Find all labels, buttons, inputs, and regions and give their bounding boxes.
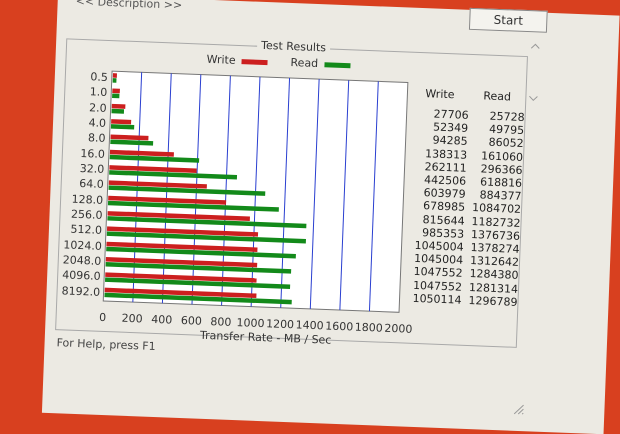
read-value: 1296789 <box>468 293 518 309</box>
read-bar <box>107 216 307 229</box>
write-bar <box>106 226 259 237</box>
read-bar <box>106 246 296 259</box>
read-bar <box>110 139 154 146</box>
write-bar <box>111 103 126 109</box>
group-title: Test Results <box>256 38 331 55</box>
description-link[interactable]: << Description >> <box>75 0 183 12</box>
write-value: 138313 <box>424 146 468 162</box>
read-value: 161060 <box>480 148 524 164</box>
read-value: 618816 <box>479 175 523 190</box>
gridline <box>368 81 379 312</box>
y-tick-label: 0.5 <box>90 70 109 84</box>
transfer-rate-chart: 0.5 1.0 2.0 4.0 8.0 16.0 32.0 64.0 128.0 256.0 512… <box>60 62 412 346</box>
y-tick-label: 64.0 <box>78 177 104 192</box>
legend-read-swatch <box>324 61 351 68</box>
y-tick-label: 32.0 <box>79 161 105 176</box>
y-tick-label: 4.0 <box>88 116 107 130</box>
read-value: 296366 <box>480 162 523 177</box>
read-bar <box>105 262 292 274</box>
read-bar <box>112 93 120 99</box>
write-bar <box>108 180 207 189</box>
legend-write-swatch <box>241 58 268 65</box>
legend-write-label: Write <box>206 52 236 67</box>
read-value: 49795 <box>488 122 525 138</box>
read-value: 884377 <box>479 188 522 204</box>
write-bar <box>105 272 257 283</box>
write-bar <box>112 88 120 94</box>
y-tick-label: 1.0 <box>89 85 108 100</box>
write-bar <box>109 149 174 157</box>
table-row: 1050114 1296789 <box>412 292 518 309</box>
y-tick-label: 512.0 <box>70 222 103 238</box>
read-bar <box>107 200 279 212</box>
write-bar <box>111 119 132 125</box>
legend-read: Read <box>290 55 351 71</box>
write-bar <box>107 211 250 222</box>
scrollbar[interactable] <box>528 42 540 102</box>
y-tick-label: 128.0 <box>71 192 104 207</box>
write-value: 985353 <box>421 225 465 241</box>
atto-benchmark-window: << Description >> Start Test Results Wri… <box>41 0 620 434</box>
legend-read-label: Read <box>290 55 319 71</box>
read-bar <box>109 154 200 163</box>
write-value: 442506 <box>423 173 467 188</box>
read-bar <box>110 124 135 130</box>
gridline <box>339 80 350 311</box>
read-bar <box>104 292 292 305</box>
read-value: 25728 <box>489 109 525 124</box>
x-tick-label: 2000 <box>384 321 413 336</box>
test-results-group: Test Results Write Read 0.5 1.0 2.0 4.0 8.0 1… <box>55 38 528 348</box>
read-bar <box>112 78 117 83</box>
y-tick-label: 1024.0 <box>63 238 103 253</box>
y-tick-label: 2048.0 <box>62 253 102 268</box>
resize-grip-icon[interactable] <box>512 400 524 415</box>
write-value: 52349 <box>432 120 469 136</box>
write-value: 1050114 <box>412 291 462 307</box>
write-bar <box>110 134 149 141</box>
results-table: Write Read 27706 25728 52349 49795 94285 8605… <box>412 87 526 308</box>
y-tick-label: 256.0 <box>70 207 103 222</box>
write-bar <box>104 287 257 299</box>
write-value: 262111 <box>424 160 467 175</box>
read-bar <box>104 277 291 289</box>
status-bar-text: For Help, press F1 <box>56 336 156 354</box>
top-strip: << Description >> Start <box>65 0 606 39</box>
write-value: 94285 <box>432 133 468 149</box>
write-value: 678985 <box>422 199 466 215</box>
write-bar <box>105 257 258 268</box>
start-button[interactable]: Start <box>468 7 548 33</box>
y-tick-label: 8.0 <box>87 131 106 146</box>
gridline <box>309 79 320 309</box>
write-value: 815644 <box>422 212 465 228</box>
y-tick-label: 4096.0 <box>61 268 101 284</box>
y-tick-label: 8192.0 <box>61 284 101 299</box>
write-value: 27706 <box>433 107 469 122</box>
write-bar <box>106 241 258 253</box>
read-value: 86052 <box>488 136 524 151</box>
chart-plot <box>102 70 409 313</box>
y-tick-label: 2.0 <box>88 100 107 115</box>
read-bar <box>109 170 238 180</box>
write-value: 603979 <box>423 186 466 201</box>
read-bar <box>108 185 266 196</box>
table-header-read: Read <box>483 89 512 104</box>
write-bar <box>109 165 197 173</box>
read-bar <box>106 231 306 244</box>
legend-write: Write <box>206 53 268 68</box>
y-tick-label: 16.0 <box>80 146 106 161</box>
read-bar <box>111 108 125 114</box>
write-bar <box>112 73 117 78</box>
write-bar <box>108 195 227 205</box>
table-header-write: Write <box>425 87 455 102</box>
